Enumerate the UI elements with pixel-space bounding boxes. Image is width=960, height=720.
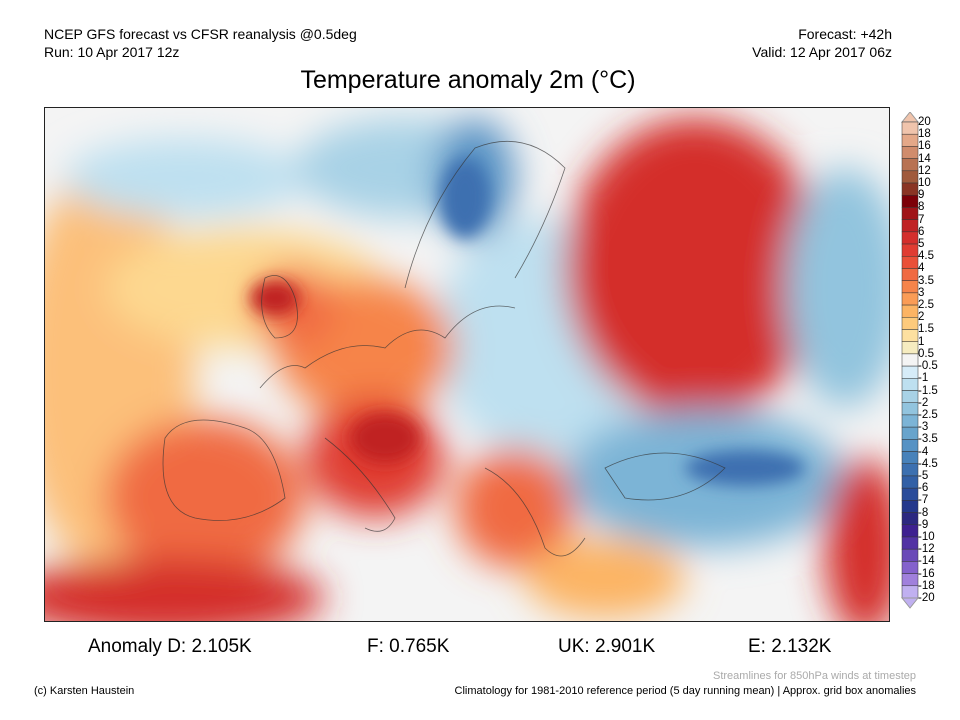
colorbar-label: -18 (918, 579, 935, 592)
colorbar-bin (901, 231, 919, 245)
colorbar-label: -20 (918, 592, 935, 604)
colorbar-label: -2.5 (918, 408, 938, 421)
colorbar-bin (901, 207, 919, 220)
colorbar-label: 6 (918, 225, 925, 238)
colorbar-bin (901, 292, 919, 306)
colorbar-bin (901, 219, 919, 233)
run-time: Run: 10 Apr 2017 12z (44, 44, 180, 60)
colorbar-bin (901, 329, 919, 342)
colorbar-label: -7 (918, 494, 929, 507)
colorbar-label: 14 (918, 152, 931, 165)
colorbar-label: -12 (918, 543, 935, 556)
credit: (c) Karsten Haustein (34, 685, 135, 697)
anomaly-germany: Anomaly D: 2.105K (88, 636, 252, 657)
colorbar-bin (901, 524, 919, 538)
colorbar-bin (901, 341, 919, 355)
colorbar-label: 8 (918, 201, 925, 214)
colorbar-label: -14 (918, 555, 935, 568)
colorbar-bin (901, 512, 919, 526)
anomaly-uk: UK: 2.901K (558, 636, 656, 657)
colorbar-bin (901, 182, 919, 196)
anomaly-europe: E: 2.132K (748, 636, 832, 657)
colorbar-bin (901, 561, 919, 574)
forecast-hour: Forecast: +42h (798, 26, 892, 42)
colorbar-bin (901, 365, 919, 379)
model-source: NCEP GFS forecast vs CFSR reanalysis @0.… (44, 26, 357, 42)
colorbar-bin (901, 280, 919, 294)
colorbar-bin (901, 573, 919, 587)
colorbar-label: -0.5 (918, 360, 938, 373)
colorbar-label: -10 (918, 530, 935, 543)
valid-time: Valid: 12 Apr 2017 06z (752, 44, 892, 60)
colorbar-label: -16 (918, 567, 935, 580)
map-title: Temperature anomaly 2m (°C) (300, 66, 636, 94)
colorbar-label: -6 (918, 482, 929, 495)
colorbar-bin (901, 194, 919, 208)
colorbar-label: -1.5 (918, 384, 938, 397)
colorbar-bin (901, 256, 919, 269)
colorbar-label: 0.5 (918, 347, 934, 360)
colorbar-bin (901, 158, 919, 172)
colorbar-label: 4.5 (918, 250, 934, 263)
colorbar-label: 16 (918, 140, 931, 153)
colorbar-bin (901, 451, 919, 464)
colorbar-bin (901, 536, 919, 550)
colorbar-max-arrow (900, 111, 920, 123)
colorbar-bin (901, 146, 919, 159)
colorbar-label: -3 (918, 421, 929, 434)
colorbar-label: 3.5 (918, 274, 934, 287)
colorbar-label: 10 (918, 177, 931, 190)
climatology-note: Climatology for 1981-2010 reference peri… (454, 685, 916, 697)
colorbar-label: 1.5 (918, 323, 934, 336)
colorbar-label: 2.5 (918, 299, 934, 312)
colorbar-bin (901, 585, 919, 599)
colorbar-bin (901, 402, 919, 416)
anomaly-france: F: 0.765K (367, 636, 450, 657)
colorbar-label: 7 (918, 213, 925, 226)
colorbar-label: -1 (918, 372, 929, 385)
colorbar-label: -4.5 (918, 457, 938, 470)
colorbar-bin (901, 378, 919, 391)
colorbar-bin (901, 170, 919, 184)
colorbar-bin (901, 463, 919, 477)
streamlines-note: Streamlines for 850hPa winds at timestep (713, 670, 916, 682)
colorbar-bin (901, 121, 919, 135)
colorbar-bin (901, 475, 919, 489)
colorbar-label: 18 (918, 128, 931, 141)
colorbar-bin (901, 414, 919, 428)
colorbar-bin (901, 317, 919, 330)
colorbar-bin (901, 243, 919, 257)
colorbar-label: 3 (918, 286, 925, 299)
colorbar-label: -9 (918, 518, 929, 531)
colorbar-bin (901, 500, 919, 513)
colorbar-label: 5 (918, 238, 925, 251)
colorbar-bin (901, 133, 919, 147)
colorbar-label: 20 (918, 116, 931, 128)
colorbar-label: 1 (918, 335, 925, 348)
colorbar-label: -4 (918, 445, 929, 458)
colorbar-bin (901, 353, 919, 367)
colorbar-bin (901, 390, 919, 403)
colorbar-bin (901, 304, 919, 318)
colorbar (900, 111, 920, 612)
colorbar-label: 12 (918, 164, 931, 177)
colorbar-bin (901, 548, 919, 562)
colorbar-bin (901, 487, 919, 501)
colorbar-label: -8 (918, 506, 929, 519)
colorbar-bin (901, 426, 919, 440)
colorbar-label: -2 (918, 396, 929, 409)
colorbar-min-arrow (900, 597, 920, 609)
anomaly-map (44, 107, 890, 622)
colorbar-label: 2 (918, 311, 925, 324)
colorbar-label: 9 (918, 189, 925, 202)
colorbar-bin (901, 439, 919, 452)
colorbar-label: 4 (918, 262, 925, 275)
colorbar-bin (901, 268, 919, 281)
colorbar-label: -3.5 (918, 433, 938, 446)
colorbar-label: -5 (918, 469, 929, 482)
